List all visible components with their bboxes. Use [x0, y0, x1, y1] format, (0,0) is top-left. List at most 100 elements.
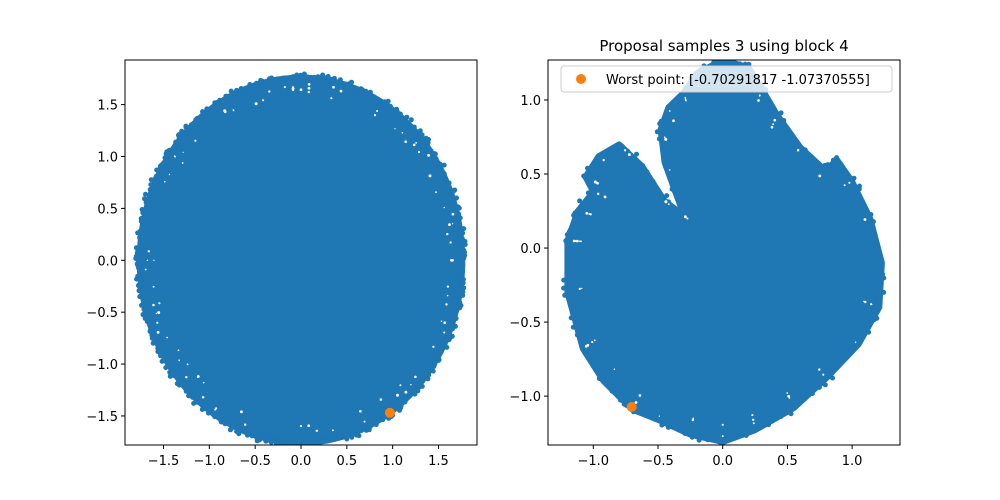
sample-point	[331, 75, 337, 81]
sample-gap	[182, 151, 184, 153]
sample-point	[382, 103, 388, 108]
sample-point	[461, 285, 467, 291]
x-tick-label: 1.5	[428, 454, 449, 469]
sample-gap	[578, 240, 581, 242]
sample-point	[267, 435, 272, 441]
sample-point	[785, 131, 791, 137]
sample-point	[360, 87, 366, 93]
sample-gap	[268, 90, 271, 93]
sample-gap	[410, 384, 412, 386]
sample-gap	[379, 398, 383, 401]
sample-gap	[196, 375, 200, 378]
sample-gap	[214, 408, 217, 411]
sample-point	[221, 99, 227, 105]
sample-point	[223, 93, 229, 99]
y-tick-label: −0.5	[509, 316, 541, 331]
sample-point	[293, 78, 299, 84]
sample-point	[874, 277, 880, 283]
sample-point	[135, 257, 141, 263]
sample-point	[164, 149, 170, 155]
sample-gap	[158, 302, 161, 305]
y-tick-label: 0.5	[97, 202, 118, 217]
sample-gap	[667, 203, 670, 206]
sample-gap	[665, 139, 667, 141]
sample-point	[168, 358, 174, 364]
sample-point	[142, 299, 148, 305]
sample-gap	[443, 331, 446, 334]
y-tick-label: 1.0	[97, 151, 118, 166]
sample-point	[194, 399, 200, 405]
sample-point	[844, 354, 850, 359]
sample-gap	[435, 191, 437, 194]
sample-gap	[770, 125, 774, 129]
sample-point	[765, 97, 771, 103]
sample-gap	[797, 148, 800, 152]
sample-point	[254, 438, 260, 444]
sample-point	[323, 79, 329, 85]
sample-point	[186, 384, 191, 390]
sample-point	[169, 371, 175, 377]
sample-point	[781, 118, 787, 123]
sample-point	[180, 380, 186, 386]
sample-gap	[339, 89, 343, 93]
sample-point	[583, 352, 589, 357]
sample-point	[230, 423, 236, 429]
sample-point	[726, 60, 732, 63]
sample-gap	[634, 401, 638, 404]
sample-point	[343, 431, 348, 437]
sample-gap	[668, 110, 671, 112]
sample-gap	[848, 181, 851, 184]
sample-gap	[283, 86, 286, 89]
sample-point	[865, 323, 871, 329]
sample-point	[428, 363, 434, 369]
sample-point	[590, 354, 596, 359]
sample-point	[370, 419, 376, 425]
left-x-ticks: −1.5 −1.0 −0.5 0.0 0.5 1.0 1.5	[148, 445, 449, 469]
sample-gap	[440, 320, 443, 323]
x-tick-label: 1.0	[842, 454, 863, 469]
sample-gap	[239, 410, 243, 414]
sample-point	[668, 105, 674, 111]
sample-point	[407, 393, 413, 398]
sample-gap	[432, 345, 435, 348]
sample-point	[147, 320, 152, 326]
sample-point	[187, 390, 193, 396]
sample-gap	[414, 375, 417, 379]
sample-gap	[163, 180, 166, 183]
right-x-ticks: −1.0 −0.5 0.0 0.5 1.0	[578, 445, 863, 469]
sample-point	[140, 312, 146, 318]
sample-point	[263, 438, 269, 444]
sample-gap	[315, 429, 319, 433]
sample-point	[585, 197, 591, 203]
sample-gap	[818, 368, 821, 371]
sample-point	[141, 239, 147, 245]
sample-point	[385, 98, 391, 104]
sample-point	[135, 283, 141, 288]
sample-point	[161, 357, 167, 363]
sample-point	[315, 435, 321, 441]
sample-point	[273, 441, 279, 445]
sample-point	[137, 294, 143, 300]
sample-point	[257, 80, 263, 86]
sample-point	[430, 368, 436, 374]
sample-point	[578, 211, 584, 216]
sample-point	[144, 310, 150, 316]
sample-point	[408, 117, 414, 123]
sample-gap	[194, 139, 197, 142]
right-y-ticks: −1.0 −0.5 0.0 0.5 1.0	[509, 94, 548, 405]
sample-point	[873, 302, 879, 308]
sample-point	[180, 141, 186, 147]
sample-point	[447, 197, 453, 203]
sample-point	[454, 195, 459, 201]
legend-box	[560, 65, 893, 93]
sample-point	[307, 75, 313, 81]
sample-point	[279, 436, 285, 442]
sample-point	[847, 183, 853, 189]
sample-point	[450, 323, 456, 329]
sample-point	[254, 80, 259, 86]
sample-point	[871, 219, 876, 225]
sample-point	[234, 87, 240, 93]
sample-point	[461, 226, 467, 232]
sample-gap	[394, 128, 396, 130]
sample-point	[651, 414, 657, 420]
